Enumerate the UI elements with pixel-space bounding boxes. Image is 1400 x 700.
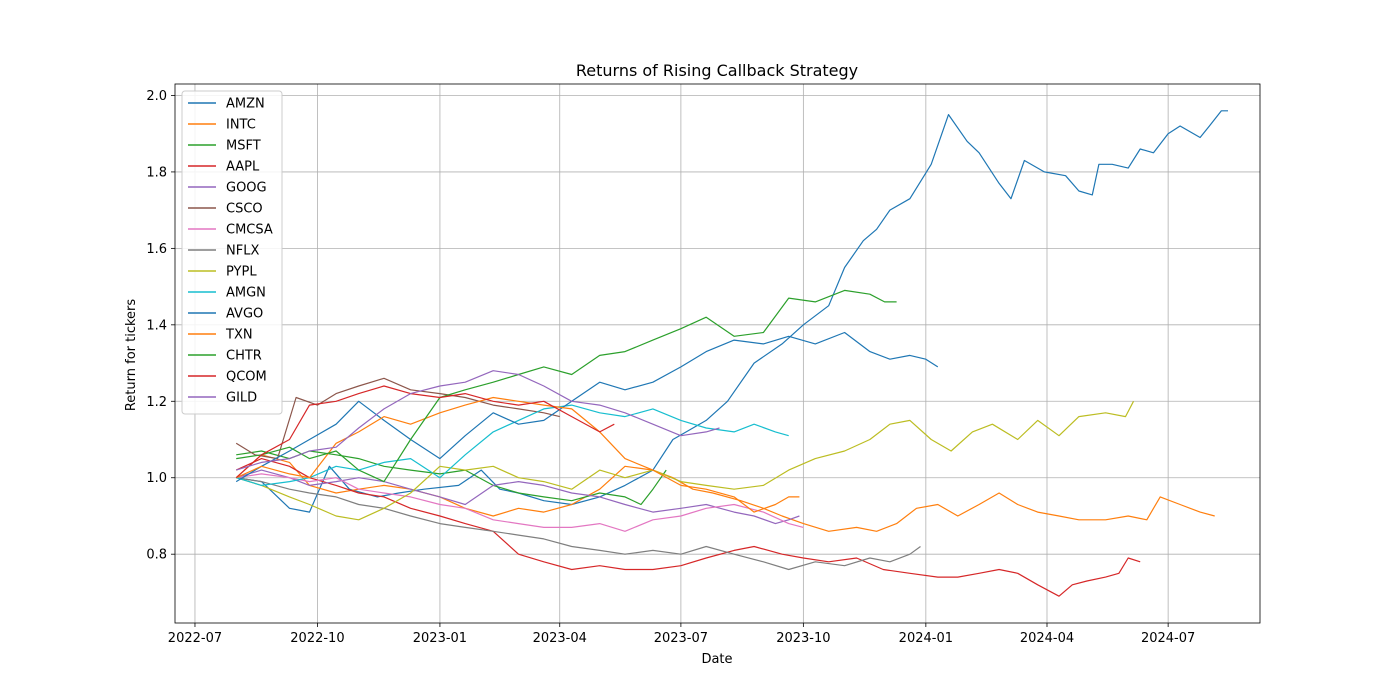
series-line-cmcsa: [236, 473, 804, 532]
legend-label: CHTR: [226, 349, 262, 364]
x-tick-label: 2022-10: [290, 631, 344, 646]
legend: AMZN INTC MSFT AAPL GOOG CSCO CMCSA NFLX PYPL AMG…: [181, 90, 283, 415]
x-tick-label: 2024-01: [899, 631, 953, 646]
series-line-amzn: [236, 110, 1228, 513]
legend-label: INTC: [226, 118, 256, 133]
series-line-amgn: [236, 404, 789, 486]
y-tick-label: 0.8: [146, 548, 167, 563]
x-tick-label: 2022-07: [168, 631, 222, 646]
legend-label: NFLX: [226, 244, 259, 259]
series-line-chtr: [236, 289, 897, 483]
x-tick-label: 2024-07: [1141, 631, 1195, 646]
x-tick-label: 2023-04: [533, 631, 587, 646]
chart-title: Returns of Rising Callback Strategy: [576, 61, 858, 80]
x-axis-label: Date: [701, 652, 732, 667]
y-tick-label: 1.8: [146, 165, 167, 180]
plot-frame: [174, 83, 1261, 624]
legend-label: QCOM: [226, 370, 267, 385]
y-tick-label: 1.4: [146, 318, 167, 333]
series-line-aapl: [235, 458, 1141, 597]
y-tick-label: 1.0: [146, 471, 167, 486]
y-tick-label: 2.0: [146, 89, 167, 104]
series-line-gild: [236, 370, 720, 471]
legend-label: PYPL: [226, 265, 257, 280]
series-line-nflx: [236, 477, 921, 571]
legend-label: CSCO: [226, 202, 263, 217]
series-line-csco: [235, 377, 560, 460]
y-tick-label: 1.2: [146, 395, 167, 410]
legend-label: AVGO: [226, 307, 263, 322]
legend-label: CMCSA: [226, 223, 273, 238]
legend-label: TXN: [225, 328, 253, 343]
series-line-goog: [236, 469, 800, 525]
series-line-qcom: [235, 385, 615, 479]
series-line-pypl: [236, 401, 1135, 521]
legend-label: AAPL: [226, 160, 260, 175]
y-axis-label: Return for tickers: [124, 299, 139, 412]
y-tick-label: 1.6: [146, 242, 167, 257]
legend-label: GOOG: [226, 181, 267, 196]
x-tick-label: 2023-10: [776, 631, 830, 646]
legend-label: AMZN: [226, 97, 265, 112]
grid: [175, 84, 1260, 623]
axes: 2022-07 2022-10 2023-01 2023-04 2023-07 2023-…: [146, 83, 1261, 646]
x-tick-label: 2024-04: [1020, 631, 1074, 646]
series-lines: [235, 110, 1228, 597]
legend-label: MSFT: [226, 139, 261, 154]
x-tick-label: 2023-01: [413, 631, 467, 646]
legend-label: AMGN: [226, 286, 266, 301]
legend-label: GILD: [226, 391, 257, 406]
x-tick-label: 2023-07: [654, 631, 708, 646]
series-line-avgo: [235, 331, 939, 483]
